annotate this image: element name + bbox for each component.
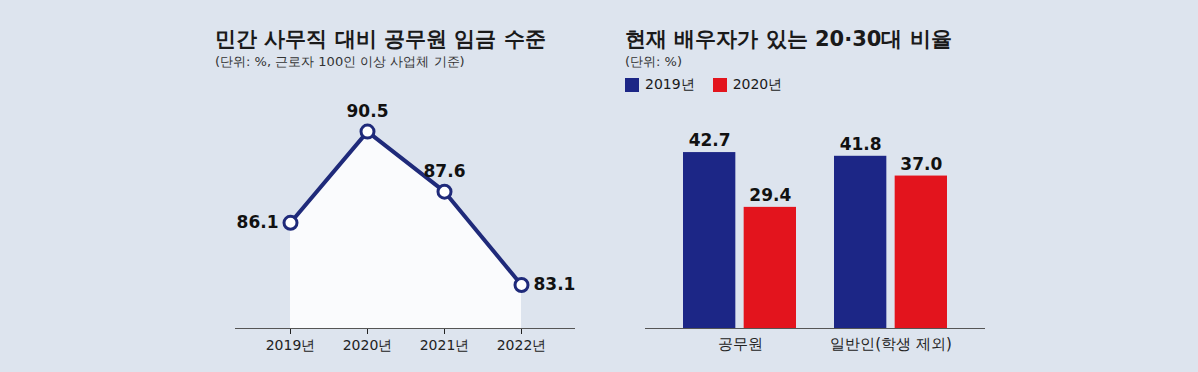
html-text:민간 사무직 대비 공무원 임금 수준: 민간 사무직 대비 공무원 임금 수준	[215, 27, 546, 51]
svg-text:2021년: 2021년	[420, 337, 470, 353]
svg-text:2019년: 2019년	[266, 337, 316, 353]
svg-text:2020년: 2020년	[343, 337, 393, 353]
html-text:2019년: 2019년	[645, 76, 695, 92]
html-text:(단위: %, 근로자 100인 이상 사업체 기준): (단위: %, 근로자 100인 이상 사업체 기준)	[215, 54, 465, 69]
svg-text:2022년: 2022년	[497, 337, 547, 353]
svg-text:42.7: 42.7	[689, 130, 731, 150]
svg-text:83.1: 83.1	[534, 274, 576, 294]
svg-text:41.8: 41.8	[840, 134, 882, 154]
svg-text:87.6: 87.6	[424, 161, 466, 181]
svg-text:86.1: 86.1	[237, 212, 279, 232]
svg-text:37.0: 37.0	[900, 154, 942, 174]
html-text:(단위: %): (단위: %)	[625, 54, 682, 69]
svg-text:일반인(학생 제외): 일반인(학생 제외)	[830, 335, 951, 353]
svg-text:29.4: 29.4	[749, 185, 791, 205]
html-text:현재 배우자가 있는 20·30대 비율: 현재 배우자가 있는 20·30대 비율	[625, 27, 952, 51]
svg-text:90.5: 90.5	[347, 101, 389, 121]
html-text:2020년: 2020년	[732, 76, 783, 92]
svg-text:공무원: 공무원	[718, 335, 763, 353]
